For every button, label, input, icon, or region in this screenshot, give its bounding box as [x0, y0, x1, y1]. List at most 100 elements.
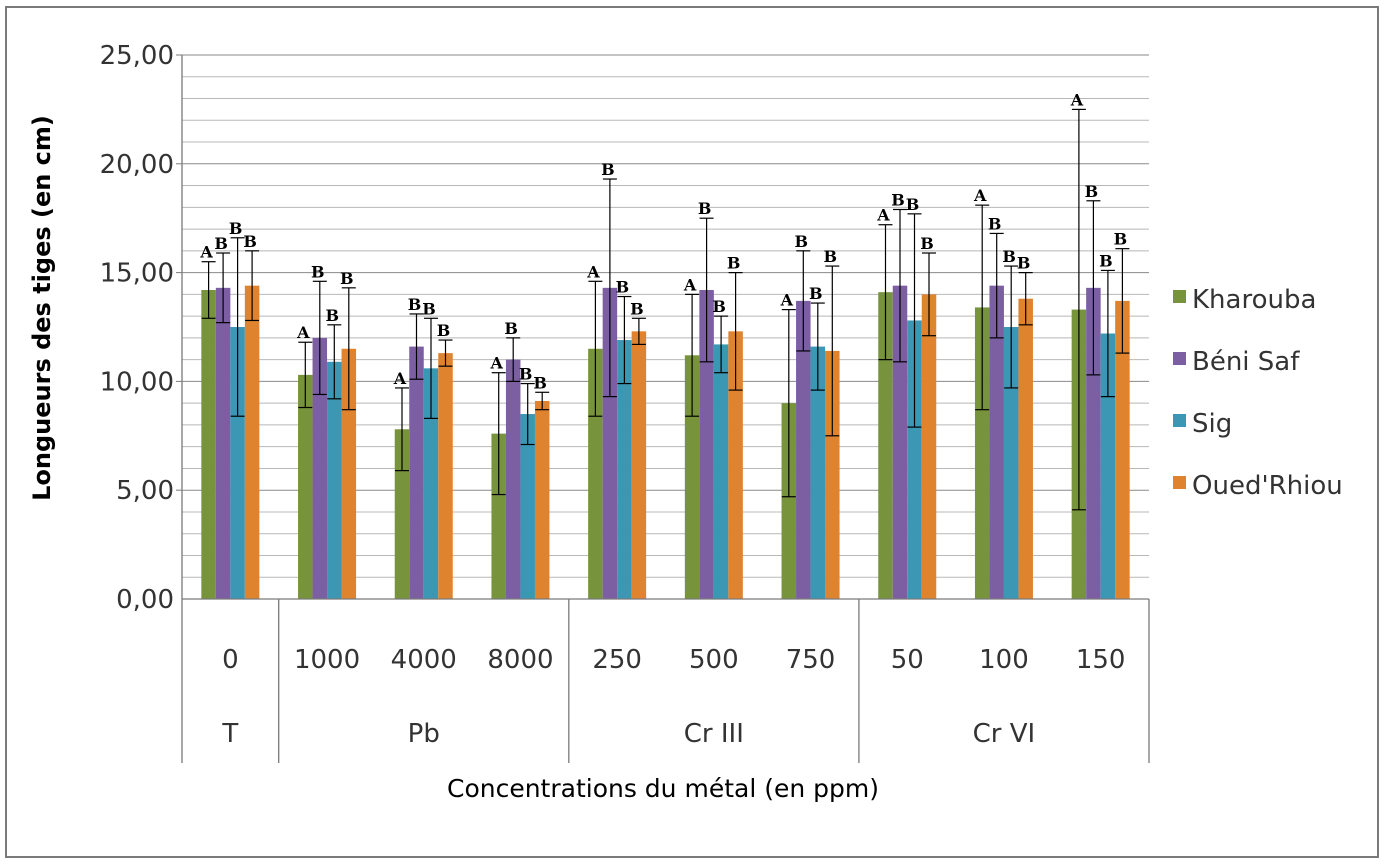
y-tick-label: 10,00	[100, 367, 174, 397]
significance-letter: B	[601, 160, 615, 179]
y-tick-labels: 0,00 5,00 10,00 15,00 20,00 25,00	[100, 41, 174, 615]
bar	[588, 348, 603, 599]
category-label: 250	[592, 645, 642, 675]
legend-label: Kharouba	[1192, 285, 1316, 315]
bar	[1003, 327, 1019, 599]
bar	[713, 344, 729, 599]
category-label: 1000	[294, 645, 360, 675]
bar	[728, 331, 743, 599]
significance-letter: A	[683, 275, 697, 294]
bar	[1115, 300, 1130, 599]
bar	[810, 346, 826, 599]
legend-swatch	[1173, 290, 1186, 303]
legend-swatch	[1173, 352, 1186, 365]
category-label: 750	[786, 645, 836, 675]
significance-letter: A	[393, 369, 407, 388]
bar	[215, 287, 231, 599]
bar	[699, 290, 714, 599]
bar	[341, 348, 357, 599]
significance-letter: B	[214, 234, 228, 253]
significance-letter: B	[824, 247, 838, 266]
y-tick-label: 5,00	[116, 476, 174, 506]
bar	[438, 353, 453, 599]
significance-letter: B	[920, 234, 934, 253]
y-tick-label: 0,00	[116, 585, 174, 615]
bar	[409, 346, 424, 599]
significance-letter: B	[1017, 254, 1031, 273]
bar	[1100, 333, 1116, 599]
significance-letter: A	[199, 243, 213, 262]
y-tick-label: 20,00	[100, 150, 174, 180]
bar	[327, 361, 342, 599]
group-label: Cr VI	[973, 719, 1036, 749]
significance-letter: B	[1085, 182, 1099, 201]
bar	[244, 285, 260, 599]
bar	[505, 359, 521, 599]
bar	[602, 287, 618, 599]
legend-swatch	[1173, 476, 1186, 489]
category-label: 500	[689, 645, 739, 675]
significance-letter: B	[533, 373, 547, 392]
significance-letter: B	[311, 262, 325, 281]
bar	[878, 292, 893, 599]
significance-letter: B	[408, 295, 422, 314]
legend: Kharouba Béni Saf Sig Oued'Rhiou	[1173, 285, 1343, 501]
bar	[491, 433, 506, 599]
bar	[631, 331, 647, 599]
category-label: 8000	[487, 645, 553, 675]
significance-letter: B	[712, 297, 726, 316]
y-tick-label: 15,00	[100, 259, 174, 289]
category-label: 50	[891, 645, 924, 675]
significance-letter: B	[326, 306, 340, 325]
significance-letter: A	[780, 291, 794, 310]
bar	[201, 290, 216, 599]
legend-label: Oued'Rhiou	[1192, 471, 1343, 501]
significance-letter: B	[243, 232, 257, 251]
significance-letter: B	[809, 284, 823, 303]
axes	[176, 54, 1150, 763]
bar	[989, 285, 1004, 599]
category-label: 4000	[391, 645, 457, 675]
significance-letter: A	[1070, 90, 1084, 109]
bar	[921, 294, 937, 599]
significance-letter: B	[698, 199, 712, 218]
significance-letter: B	[519, 365, 533, 384]
bar	[892, 285, 908, 599]
bar	[1018, 298, 1033, 599]
bar	[520, 414, 535, 599]
y-tick-label: 25,00	[100, 41, 174, 71]
bar	[534, 400, 550, 599]
significance-letter: B	[988, 214, 1002, 233]
bar	[312, 337, 328, 599]
significance-letter: A	[586, 262, 600, 281]
significance-letter: B	[437, 321, 451, 340]
x-axis-title: Concentrations du métal (en ppm)	[447, 774, 879, 803]
group-label: T	[221, 719, 238, 749]
significance-letter: B	[891, 190, 905, 209]
significance-letter: A	[296, 323, 310, 342]
bar	[230, 327, 245, 599]
bar	[423, 368, 439, 599]
category-label: 100	[979, 645, 1029, 675]
significance-letter: B	[1002, 247, 1016, 266]
bar	[298, 374, 313, 599]
significance-letter: B	[795, 232, 809, 251]
bar	[796, 300, 811, 599]
significance-letter: B	[906, 195, 920, 214]
significance-letter: B	[616, 278, 630, 297]
significance-letter: B	[630, 299, 644, 318]
legend-label: Béni Saf	[1192, 347, 1300, 377]
legend-label: Sig	[1192, 409, 1232, 439]
significance-letter: B	[504, 319, 518, 338]
y-axis-title: Longueurs des tiges (en cm)	[28, 115, 56, 501]
significance-letter: B	[727, 254, 741, 273]
group-label: Pb	[408, 719, 440, 749]
significance-letter: A	[489, 354, 503, 373]
significance-letter: B	[1114, 230, 1128, 249]
bar	[825, 350, 840, 599]
group-labels: T Pb Cr III Cr VI	[221, 599, 1035, 763]
category-labels: 0 1000 4000 8000 250 500 750 50 100 150	[222, 645, 1125, 675]
category-label: 0	[222, 645, 239, 675]
significance-letter: A	[876, 206, 890, 225]
